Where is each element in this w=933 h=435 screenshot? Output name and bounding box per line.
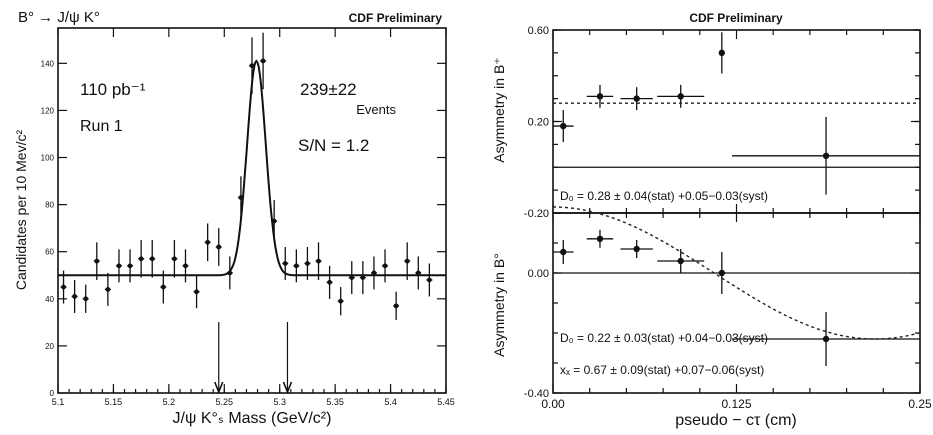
mass-data-point xyxy=(172,256,177,262)
mass-x-axis-label: J/ψ K°ₛ Mass (GeV/c²) xyxy=(173,410,332,427)
mass-data-point xyxy=(72,294,78,299)
mass-data-point xyxy=(338,298,344,304)
mass-x-tick-label: 5.4 xyxy=(384,397,397,407)
mass-data-point xyxy=(415,270,421,276)
run-label: Run 1 xyxy=(80,118,123,135)
mass-data-point xyxy=(271,218,277,224)
bzero-x-tick-label: 0.25 xyxy=(908,397,932,411)
mass-data-point xyxy=(426,277,432,283)
bplus-fit-label: D₀ = 0.28 ± 0.04(stat) +0.05−0.03(syst) xyxy=(560,189,768,203)
mass-data-point xyxy=(160,284,166,290)
mass-data-point xyxy=(105,286,111,292)
mass-data-point xyxy=(216,244,222,250)
mass-y-tick-label: 80 xyxy=(45,201,54,210)
mass-process-label: B° → J/ψ K° xyxy=(18,9,100,26)
asym-chart-title: CDF Preliminary xyxy=(689,11,783,25)
mass-y-tick-label: 0 xyxy=(50,389,55,398)
signal-window-arrowhead xyxy=(214,381,224,395)
bplus-data-point xyxy=(677,93,684,100)
mass-data-point xyxy=(249,63,255,69)
mass-data-point xyxy=(293,263,299,269)
mass-x-tick-label: 5.15 xyxy=(105,397,123,407)
bzero-data-layer: 0.00-0.400.00 0.125 0.25 xyxy=(524,206,932,411)
bplus-frame xyxy=(552,29,921,214)
mass-data-point xyxy=(349,275,355,281)
mass-data-point xyxy=(83,296,89,302)
mass-data-point xyxy=(282,261,288,266)
mass-y-tick-label: 100 xyxy=(41,154,55,163)
mass-data-layer: 5.1 5.15 5.2 5.25 5.3 5.35 5.4 5.45 0 20 40 60 80 100… xyxy=(41,28,455,407)
mass-x-tick-label: 5.45 xyxy=(437,397,455,407)
bzero-fit-label-x: xₓ = 0.67 ± 0.09(stat) +0.07−0.06(syst) xyxy=(560,363,764,377)
mass-data-point xyxy=(327,279,332,285)
mass-data-point xyxy=(371,270,377,276)
mass-data-point xyxy=(238,195,244,200)
mass-data-point xyxy=(116,263,122,269)
mass-x-tick-label: 5.2 xyxy=(163,397,176,407)
bzero-x-axis-label: pseudo − cτ (cm) xyxy=(675,412,796,429)
events-count-label: 239±22 xyxy=(300,80,357,99)
mass-data-point xyxy=(194,289,199,295)
bzero-data-point xyxy=(633,245,640,253)
mass-data-point xyxy=(305,261,310,266)
bplus-y-tick-label: -0.20 xyxy=(524,208,549,220)
bzero-y-tick-label: 0.00 xyxy=(528,268,549,280)
bzero-fit-curve xyxy=(553,206,921,340)
mass-data-point xyxy=(404,258,410,264)
lumi-label: 110 pb⁻¹ xyxy=(80,80,146,99)
mass-x-tick-label: 5.35 xyxy=(326,397,344,407)
mass-data-point xyxy=(183,263,188,269)
mass-data-point xyxy=(94,258,100,264)
signal-window-arrowhead xyxy=(282,381,293,395)
mass-y-tick-label: 40 xyxy=(45,295,54,304)
bzero-y-tick-label: -0.40 xyxy=(524,388,549,400)
bzero-panel: Asymmetry in B° D₀ = 0.22 ± 0.03(stat) +… xyxy=(491,206,932,429)
mass-chart-title: CDF Preliminary xyxy=(349,11,443,25)
bplus-panel: CDF Preliminary Asymmetry in B⁺ D₀ = 0.2… xyxy=(491,11,921,220)
bzero-data-point xyxy=(596,235,604,242)
mass-data-point xyxy=(382,263,388,269)
mass-y-tick-label: 140 xyxy=(41,59,55,68)
mass-y-tick-label: 120 xyxy=(41,106,55,115)
bplus-data-point xyxy=(560,122,567,130)
bzero-x-tick-label: 0.125 xyxy=(721,397,751,411)
mass-y-tick-label: 20 xyxy=(45,342,54,351)
bzero-data-point xyxy=(822,335,830,343)
bplus-data-layer: 0.60 0.20 -0.20 xyxy=(524,25,921,220)
bzero-x-tick-label: 0.00 xyxy=(541,397,565,411)
bplus-data-point xyxy=(633,95,640,102)
mass-data-point xyxy=(227,270,233,276)
bzero-y-axis-label: Asymmetry in B° xyxy=(491,253,507,357)
bplus-y-axis-label: Asymmetry in B⁺ xyxy=(491,57,507,162)
bzero-data-point xyxy=(677,257,684,265)
bplus-data-point xyxy=(718,49,726,57)
signal-noise-label: S/N = 1.2 xyxy=(298,136,369,155)
mass-panel: B° → J/ψ K° CDF Preliminary 110 pb⁻¹ Run… xyxy=(13,9,455,427)
mass-data-point xyxy=(393,303,399,309)
bplus-data-point xyxy=(596,93,604,100)
mass-data-point xyxy=(316,258,321,264)
mass-data-point xyxy=(260,58,266,64)
mass-data-point xyxy=(360,275,366,281)
mass-data-point xyxy=(127,263,133,269)
events-word-label: Events xyxy=(356,102,396,117)
bzero-data-point xyxy=(718,269,726,277)
bplus-y-tick-label: 0.60 xyxy=(528,25,549,37)
mass-y-axis-label: Candidates per 10 Mev/c² xyxy=(13,130,29,291)
mass-x-tick-label: 5.25 xyxy=(216,397,234,407)
mass-frame xyxy=(57,27,447,394)
mass-data-point xyxy=(138,256,144,262)
bplus-y-tick-label: 0.20 xyxy=(528,117,549,129)
bplus-data-point xyxy=(822,152,830,160)
mass-data-point xyxy=(149,256,155,262)
mass-data-point xyxy=(205,239,211,245)
mass-data-point xyxy=(61,284,66,290)
mass-x-tick-label: 5.1 xyxy=(52,397,65,407)
bzero-data-point xyxy=(560,248,567,256)
mass-y-tick-label: 60 xyxy=(45,248,54,257)
bzero-fit-label-d: D₀ = 0.22 ± 0.03(stat) +0.04−0.03(syst) xyxy=(560,331,768,345)
mass-x-tick-label: 5.3 xyxy=(273,397,286,407)
